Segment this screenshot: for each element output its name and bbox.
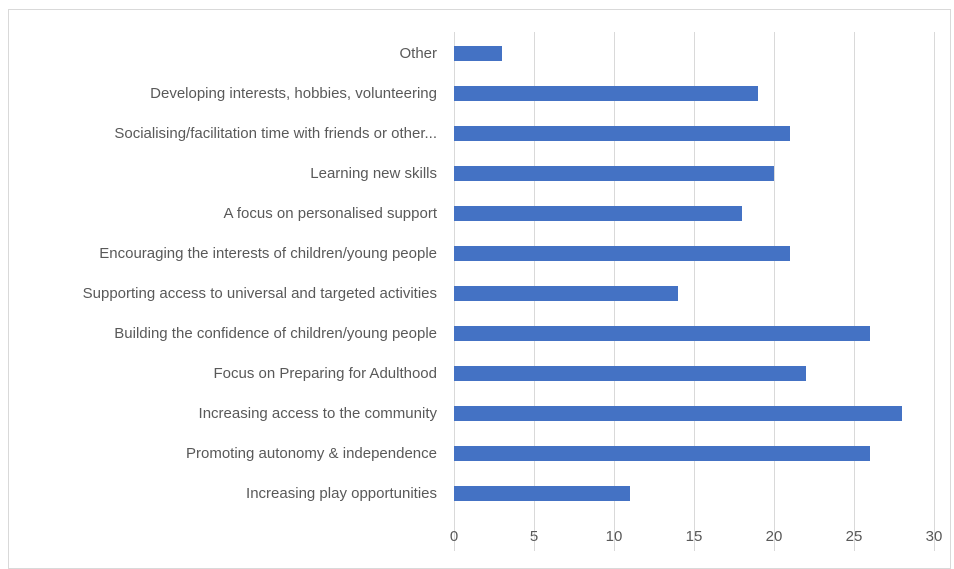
bar [454, 366, 806, 381]
bar [454, 126, 790, 141]
category-label: Building the confidence of children/youn… [114, 325, 437, 342]
x-tick-label: 30 [926, 528, 943, 545]
category-label: Focus on Preparing for Adulthood [214, 365, 437, 382]
bar [454, 46, 502, 61]
category-label: Supporting access to universal and targe… [83, 285, 437, 302]
bar [454, 246, 790, 261]
bar [454, 446, 870, 461]
x-tick-label: 25 [846, 528, 863, 545]
bar [454, 86, 758, 101]
bar [454, 166, 774, 181]
category-label: Promoting autonomy & independence [186, 445, 437, 462]
bar [454, 326, 870, 341]
category-label: Increasing play opportunities [246, 485, 437, 502]
bar [454, 406, 902, 421]
bar [454, 486, 630, 501]
bar [454, 206, 742, 221]
x-tick-label: 5 [530, 528, 538, 545]
x-tick-label: 20 [766, 528, 783, 545]
category-label: Encouraging the interests of children/yo… [99, 245, 437, 262]
category-label: Developing interests, hobbies, volunteer… [150, 85, 437, 102]
x-tick-label: 0 [450, 528, 458, 545]
category-label: Socialising/facilitation time with frien… [114, 125, 437, 142]
category-labels: Other Developing interests, hobbies, volu… [83, 45, 438, 502]
x-tick-label: 15 [686, 528, 703, 545]
gridlines [454, 32, 935, 551]
x-axis-tick-labels: 0 5 10 15 20 25 30 [450, 528, 943, 545]
category-label: Increasing access to the community [199, 405, 438, 422]
bar [454, 286, 678, 301]
x-tick-label: 10 [606, 528, 623, 545]
bar-chart: Other Developing interests, hobbies, volu… [83, 32, 943, 551]
category-label: Learning new skills [310, 165, 437, 182]
category-label: Other [399, 45, 437, 62]
category-label: A focus on personalised support [224, 205, 438, 222]
bars [454, 46, 902, 501]
